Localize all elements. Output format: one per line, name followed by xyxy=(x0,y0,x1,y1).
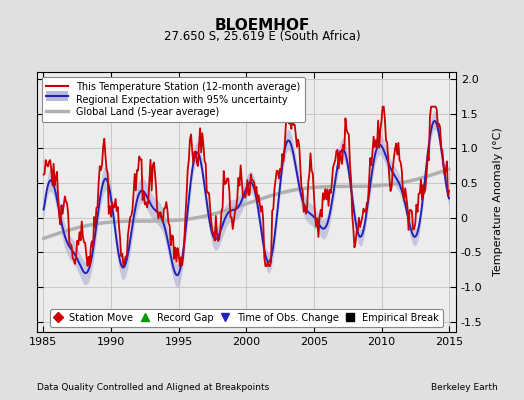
Text: Data Quality Controlled and Aligned at Breakpoints: Data Quality Controlled and Aligned at B… xyxy=(37,383,269,392)
Legend: Station Move, Record Gap, Time of Obs. Change, Empirical Break: Station Move, Record Gap, Time of Obs. C… xyxy=(50,309,443,327)
Y-axis label: Temperature Anomaly (°C): Temperature Anomaly (°C) xyxy=(494,128,504,276)
Text: BLOEMHOF: BLOEMHOF xyxy=(214,18,310,33)
Text: 27.650 S, 25.619 E (South Africa): 27.650 S, 25.619 E (South Africa) xyxy=(163,30,361,43)
Text: Berkeley Earth: Berkeley Earth xyxy=(431,383,498,392)
